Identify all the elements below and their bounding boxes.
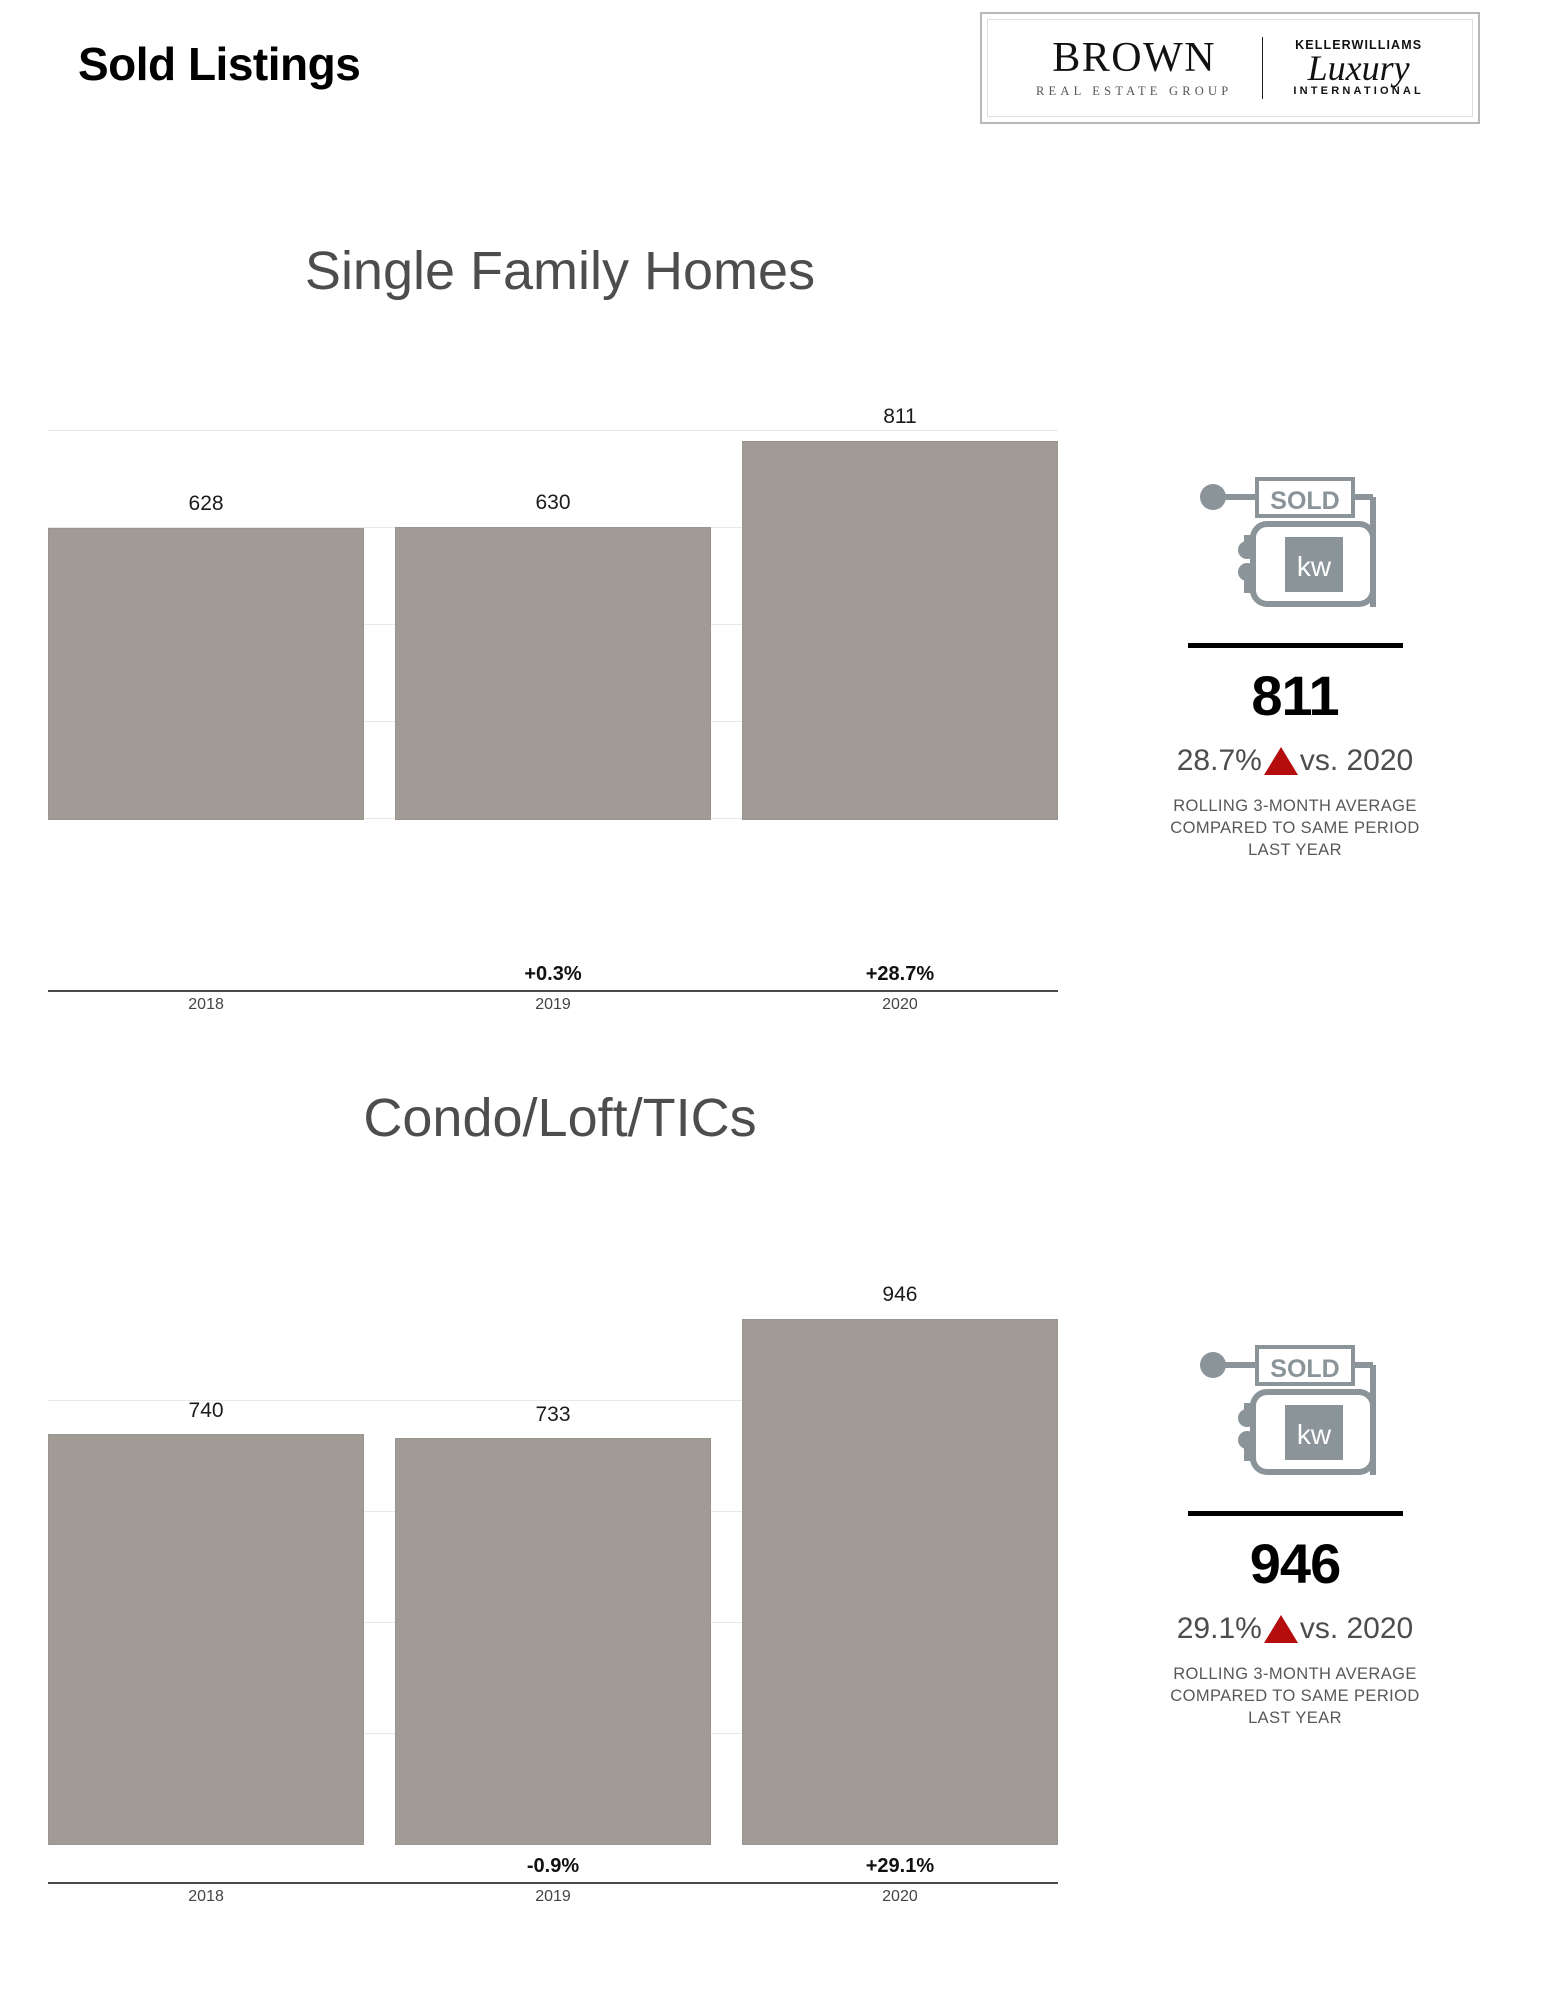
logo-divider <box>1262 37 1264 99</box>
bar-2020 <box>741 1319 1058 1845</box>
change-label-2018 <box>48 1855 364 1878</box>
stat-caption-line-3: LAST YEAR <box>1248 840 1342 859</box>
stat-value: 946 <box>1249 1532 1341 1595</box>
stat-value: 811 <box>1251 664 1339 727</box>
category-label-2020: 2020 <box>882 996 918 1013</box>
category-label-2019: 2019 <box>535 996 571 1013</box>
chart1-category-row: 2018 2019 2020 <box>48 996 1058 1014</box>
kw-wordmark: KELLERWILLIAMS <box>1295 37 1423 52</box>
stat-divider <box>1187 643 1403 648</box>
category-label-2019: 2019 <box>535 1888 571 1905</box>
bar-2019 <box>394 527 712 820</box>
chart1-plot-area: 628 630 811 <box>48 405 1058 820</box>
section-title-single-family: Single Family Homes <box>304 241 816 301</box>
stat-divider <box>1187 1511 1403 1516</box>
gridline <box>48 1400 1058 1401</box>
bar-value-label: 630 <box>535 491 571 514</box>
chart1-axis-line <box>48 990 1058 992</box>
chart2-axis-line <box>48 1882 1058 1884</box>
triangle-up-icon <box>1263 747 1298 775</box>
bar-group-2018: 740 <box>48 1290 365 1845</box>
sold-text: SOLD <box>1270 487 1339 515</box>
kw-logo-text: kw <box>1297 551 1332 582</box>
bar-group-2019: 630 <box>394 430 712 820</box>
chart2-change-row: -0.9% +29.1% <box>48 1855 1058 1878</box>
kw-luxury-logo: KELLERWILLIAMS Luxury INTERNATIONAL <box>1263 37 1424 98</box>
bar-group-2019: 733 <box>394 1290 712 1845</box>
bar-value-label: 946 <box>882 1283 918 1306</box>
change-label-2018 <box>48 963 364 986</box>
stat-change-percent: 29.1% <box>1176 1612 1262 1645</box>
stat-caption-line-3: LAST YEAR <box>1248 1708 1342 1727</box>
stat-caption-line-2: COMPARED TO SAME PERIOD <box>1170 818 1420 837</box>
change-label-2020: +28.7% <box>865 963 935 985</box>
stat-caption-line-1: ROLLING 3-MONTH AVERAGE <box>1173 797 1417 815</box>
stat-change-row: 28.7% vs. 2020 <box>1130 744 1460 778</box>
chart2-plot-area: 740 733 946 <box>48 1283 1058 1845</box>
sold-sign-icon: SOLD kw <box>1200 1345 1376 1475</box>
page-title: Sold Listings <box>78 38 361 90</box>
category-label-2020: 2020 <box>882 1888 918 1905</box>
bar-value-label: 740 <box>188 1399 224 1422</box>
stat-compare-label: vs. 2020 <box>1299 744 1414 777</box>
sold-sign-icon: SOLD kw <box>1200 477 1376 607</box>
change-label-2020: +29.1% <box>865 1855 935 1877</box>
bar-value-label: 628 <box>188 492 224 515</box>
sold-text: SOLD <box>1270 1355 1339 1383</box>
chart-condo-loft-tics: 740 733 946 <box>48 1283 1058 1845</box>
brown-tagline: REAL ESTATE GROUP <box>1036 84 1233 98</box>
international-wordmark: INTERNATIONAL <box>1293 85 1424 98</box>
bar-value-label: 811 <box>883 405 917 428</box>
brand-logo-inner: BROWN REAL ESTATE GROUP KELLERWILLIAMS L… <box>987 19 1473 117</box>
triangle-up-icon <box>1263 1615 1298 1643</box>
stat-caption-line-2: COMPARED TO SAME PERIOD <box>1170 1686 1420 1705</box>
change-label-2019: -0.9% <box>526 1855 580 1877</box>
brand-logo: BROWN REAL ESTATE GROUP KELLERWILLIAMS L… <box>980 12 1480 124</box>
brown-wordmark: BROWN <box>1052 35 1217 81</box>
stat-caption: ROLLING 3-MONTH AVERAGE COMPARED TO SAME… <box>1130 1664 1460 1729</box>
stat-change-percent: 28.7% <box>1176 744 1262 777</box>
chart1-bars: 628 630 811 <box>48 405 1058 820</box>
chart-single-family-homes: 628 630 811 <box>48 405 1058 820</box>
stat-compare-label: vs. 2020 <box>1299 1612 1414 1645</box>
category-label-2018: 2018 <box>188 1888 224 1905</box>
section-title-condo-loft-tics: Condo/Loft/TICs <box>363 1088 757 1148</box>
change-label-2019: +0.3% <box>524 963 582 985</box>
category-label-2018: 2018 <box>188 996 224 1013</box>
chart2-category-row: 2018 2019 2020 <box>48 1888 1058 1906</box>
bar-value-label: 733 <box>535 1403 571 1426</box>
brown-logo: BROWN REAL ESTATE GROUP <box>1036 37 1262 99</box>
stat-caption-line-1: ROLLING 3-MONTH AVERAGE <box>1173 1665 1417 1683</box>
stat-caption: ROLLING 3-MONTH AVERAGE COMPARED TO SAME… <box>1130 796 1460 861</box>
chart1-change-row: +0.3% +28.7% <box>48 963 1058 986</box>
bar-group-2020: 811 <box>741 405 1058 820</box>
stat-panel-single-family: SOLD kw 811 28.7% vs. 2020 ROLLING 3-MON… <box>1130 472 1460 861</box>
luxury-script: Luxury <box>1307 48 1410 89</box>
bar-2018 <box>48 1434 365 1845</box>
bar-2019 <box>394 1438 712 1845</box>
stat-panel-condo-loft-tics: SOLD kw 946 29.1% vs. 2020 ROLLING 3-MON… <box>1130 1340 1460 1729</box>
bar-2020 <box>741 441 1058 820</box>
chart2-bars: 740 733 946 <box>48 1283 1058 1845</box>
bar-group-2020: 946 <box>741 1283 1058 1845</box>
bar-2018 <box>48 528 365 820</box>
bar-group-2018: 628 <box>48 430 365 820</box>
gridline <box>48 430 1058 431</box>
stat-change-row: 29.1% vs. 2020 <box>1130 1612 1460 1646</box>
kw-logo-text: kw <box>1297 1419 1332 1450</box>
